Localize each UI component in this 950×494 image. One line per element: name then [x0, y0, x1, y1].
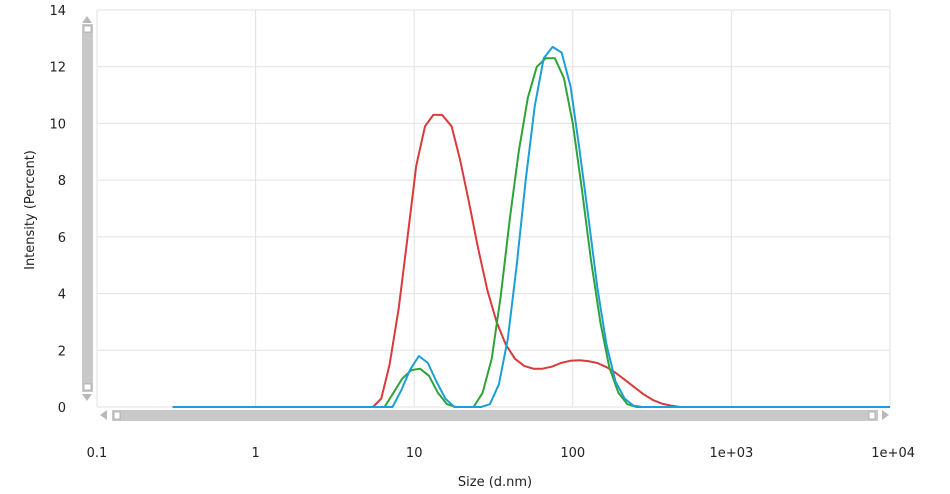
- x-tick-label: 100: [560, 446, 585, 461]
- vertical-scrollbar-top-handle[interactable]: [83, 25, 92, 33]
- scroll-down-arrow-icon[interactable]: [82, 394, 92, 401]
- vertical-scrollbar-thumb[interactable]: [82, 24, 93, 392]
- series-line-3: [172, 45, 890, 408]
- y-tick-label: 8: [58, 174, 66, 189]
- series-lines: [172, 45, 890, 408]
- tick-labels: 0 2 4 6 8 10 12 14 0.1 1 10 100 1e+03 1e+04: [49, 4, 915, 461]
- vertical-scrollbar-bottom-handle[interactable]: [83, 383, 92, 391]
- y-tick-label: 6: [58, 231, 66, 246]
- x-tick-label: 1e+04: [871, 446, 915, 461]
- y-axis-label: Intensity (Percent): [23, 150, 38, 270]
- horizontal-scrollbar[interactable]: [100, 410, 889, 421]
- scroll-up-arrow-icon[interactable]: [82, 16, 92, 23]
- scroll-right-arrow-icon[interactable]: [882, 410, 889, 420]
- y-tick-label: 4: [58, 288, 66, 303]
- y-tick-label: 0: [58, 401, 66, 416]
- series-line-2: [172, 57, 890, 408]
- series-line-1: [172, 113, 890, 408]
- y-tick-label: 2: [58, 344, 66, 359]
- x-tick-label: 0.1: [87, 446, 108, 461]
- scroll-left-arrow-icon[interactable]: [100, 410, 107, 420]
- x-axis-label: Size (d.nm): [458, 475, 532, 490]
- y-tick-label: 12: [49, 61, 66, 76]
- y-tick-label: 10: [49, 117, 66, 132]
- horizontal-scrollbar-thumb[interactable]: [112, 410, 878, 421]
- x-tick-label: 1e+03: [710, 446, 754, 461]
- horizontal-scrollbar-left-handle[interactable]: [113, 411, 121, 420]
- horizontal-scrollbar-right-handle[interactable]: [868, 411, 876, 420]
- x-tick-label: 10: [406, 446, 423, 461]
- y-tick-label: 14: [49, 4, 66, 19]
- vertical-scrollbar[interactable]: [82, 16, 93, 401]
- x-tick-label: 1: [251, 446, 259, 461]
